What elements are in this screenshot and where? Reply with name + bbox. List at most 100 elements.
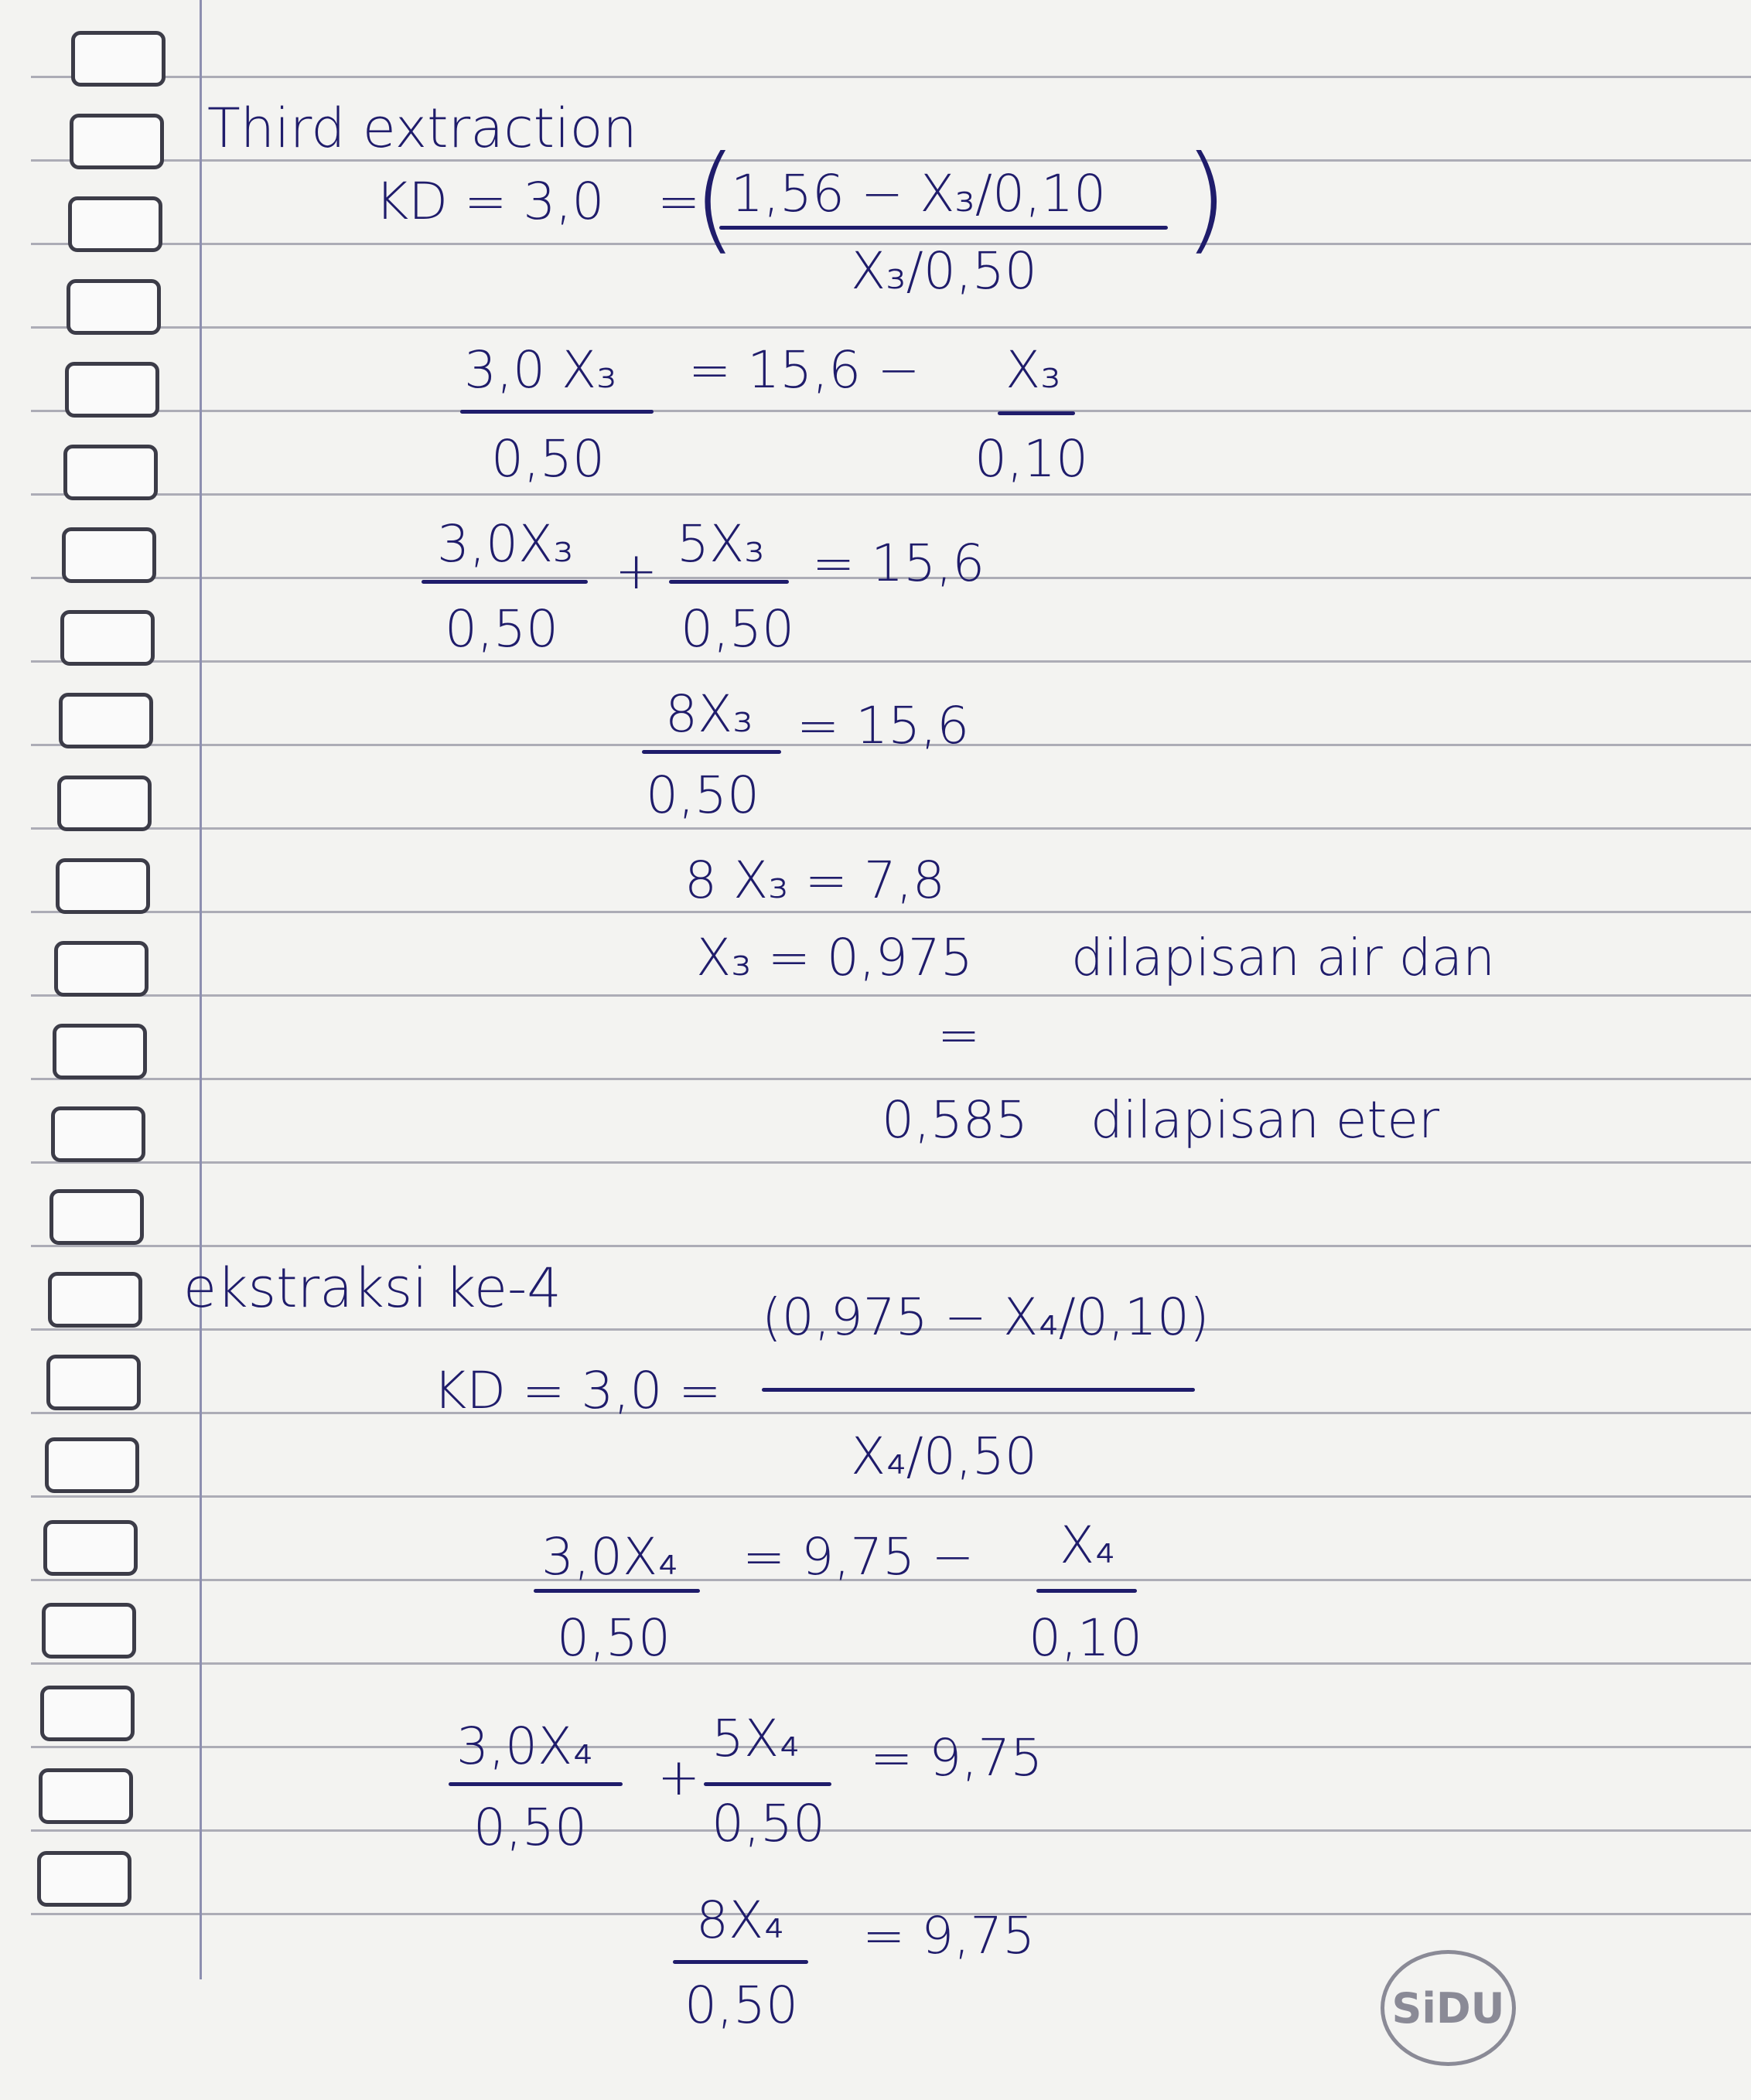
ruled-line — [31, 827, 1751, 830]
plus-sign: + — [657, 1747, 701, 1807]
ether-result: 0,585 — [882, 1090, 1028, 1150]
ruled-line — [31, 660, 1751, 663]
ruled-line — [31, 1579, 1751, 1581]
kd-numerator: (0,975 − X₄/0,10) — [762, 1287, 1210, 1347]
heading: Third extraction — [207, 97, 637, 160]
spiral-ring — [49, 1189, 144, 1245]
ruled-line — [31, 1161, 1751, 1164]
term-a-denominator: 0,50 — [473, 1798, 587, 1857]
x3-result: X₃ = 0,975 — [696, 928, 973, 987]
ruled-line — [31, 577, 1751, 579]
open-paren: ( — [692, 131, 738, 266]
lhs-denominator: 0,50 — [491, 429, 605, 489]
ruled-line — [31, 994, 1751, 997]
ruled-line — [31, 1662, 1751, 1665]
term-a-denominator: 0,50 — [445, 599, 558, 659]
ruled-line — [31, 1245, 1751, 1247]
fraction-bar — [719, 226, 1168, 230]
spiral-ring — [46, 1355, 141, 1410]
ruled-line — [31, 1829, 1751, 1832]
rhs: = 15,6 — [812, 534, 985, 593]
spiral-ring — [51, 1106, 145, 1162]
spiral-ring — [48, 1272, 142, 1328]
fraction-bar — [673, 1960, 808, 1964]
spiral-ring — [45, 1437, 139, 1493]
note: dilapisan air dan — [1071, 928, 1495, 987]
margin-line — [200, 0, 202, 1979]
spiral-ring — [37, 1851, 131, 1907]
ruled-line — [31, 1746, 1751, 1748]
term-b-denominator: 0,50 — [681, 599, 794, 659]
term-b-denominator: 0,50 — [712, 1794, 825, 1853]
fraction-bar — [998, 411, 1075, 415]
spiral-ring — [39, 1768, 133, 1824]
lhs-numerator: 3,0X₄ — [541, 1527, 678, 1587]
rhs-denominator: 0,10 — [1029, 1608, 1142, 1668]
equation-line: 8 X₃ = 7,8 — [684, 851, 945, 910]
ruled-line — [31, 243, 1751, 245]
spiral-ring — [53, 1024, 147, 1079]
ruled-line — [31, 1328, 1751, 1331]
spiral-ring — [57, 776, 152, 831]
spiral-ring — [62, 527, 156, 583]
fraction-bar — [642, 750, 781, 754]
term-a-numerator: 3,0X₃ — [437, 514, 574, 574]
plus-sign: + — [615, 541, 658, 601]
middle-term: = 9,75 − — [742, 1527, 974, 1587]
fraction-bar — [762, 1388, 1195, 1392]
ruled-line — [31, 159, 1751, 162]
ruled-line — [31, 76, 1751, 78]
spiral-ring — [42, 1603, 136, 1659]
ruled-line — [31, 1495, 1751, 1498]
equals: = — [937, 1005, 981, 1065]
term-b-numerator: 5X₃ — [677, 514, 765, 574]
rhs-denominator: 0,10 — [974, 429, 1088, 489]
sidu-logo: SiDU — [1381, 1950, 1516, 2066]
rhs-numerator: X₄ — [1060, 1515, 1115, 1575]
spiral-ring — [67, 279, 161, 335]
rhs-numerator: X₃ — [1005, 340, 1061, 400]
ruled-line — [31, 1078, 1751, 1080]
lhs-numerator: 3,0 X₃ — [464, 340, 617, 400]
spiral-ring — [71, 31, 166, 87]
ruled-line — [31, 493, 1751, 496]
middle-term: = 15,6 − — [688, 340, 920, 400]
heading: ekstraksi ke-4 — [183, 1256, 561, 1320]
close-paren: ) — [1183, 131, 1229, 266]
ruled-line — [31, 911, 1751, 913]
equals: = — [657, 172, 701, 231]
spiral-ring — [68, 196, 162, 252]
spiral-ring — [43, 1520, 138, 1576]
spiral-ring — [54, 941, 148, 997]
lhs-denominator: 0,50 — [557, 1608, 671, 1668]
fraction-bar — [1036, 1589, 1137, 1593]
spiral-ring — [65, 362, 159, 418]
term-a-numerator: 3,0X₄ — [456, 1716, 593, 1776]
fraction-bar — [534, 1589, 700, 1593]
rhs: = 9,75 — [870, 1728, 1043, 1788]
spiral-ring — [60, 610, 155, 666]
kd-label: KD = 3,0 = — [433, 1361, 722, 1420]
note: dilapisan eter — [1091, 1090, 1440, 1150]
ruled-line — [31, 326, 1751, 329]
spiral-ring — [56, 858, 150, 914]
term-b-numerator: 5X₄ — [712, 1709, 800, 1768]
spiral-ring — [40, 1686, 135, 1741]
fraction-bar — [669, 580, 789, 584]
ruled-line — [31, 1913, 1751, 1915]
spiral-ring — [63, 445, 158, 500]
kd-label: KD = 3,0 — [375, 172, 605, 231]
kd-numerator: 1,56 − X₃/0,10 — [731, 164, 1107, 223]
ruled-line — [31, 744, 1751, 746]
fraction-bar — [460, 410, 654, 414]
spiral-ring — [59, 693, 153, 748]
fraction-bar — [704, 1782, 831, 1786]
ruled-line — [31, 410, 1751, 412]
kd-denominator: X₃/0,50 — [851, 241, 1037, 301]
kd-denominator: X₄/0,50 — [851, 1427, 1037, 1486]
denominator: 0,50 — [684, 1976, 798, 2035]
logo-text: SiDU — [1391, 1983, 1505, 2033]
rhs: = 9,75 — [862, 1906, 1036, 1965]
numerator: 8X₃ — [665, 684, 753, 744]
spiral-ring — [70, 114, 164, 169]
